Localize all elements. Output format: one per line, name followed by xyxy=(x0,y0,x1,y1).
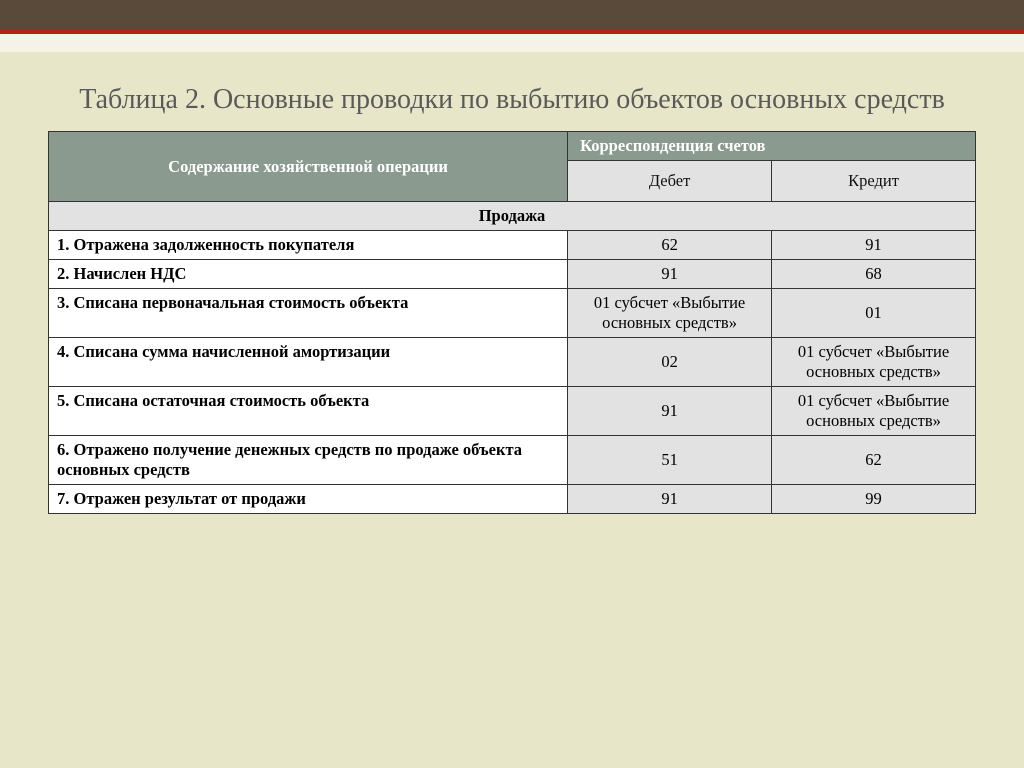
entries-table: Содержание хозяйственной операции Коррес… xyxy=(48,131,976,514)
credit-cell: 01 xyxy=(772,289,976,338)
credit-cell: 01 субсчет «Выбытие основных средств» xyxy=(772,387,976,436)
section-label: Продажа xyxy=(49,202,976,231)
credit-cell: 99 xyxy=(772,485,976,514)
debit-cell: 51 xyxy=(568,436,772,485)
credit-cell: 68 xyxy=(772,260,976,289)
col-header-operation: Содержание хозяйственной операции xyxy=(49,132,568,202)
op-cell: 1. Отражена задолженность покупателя xyxy=(49,231,568,260)
debit-cell: 62 xyxy=(568,231,772,260)
table-row: 4. Списана сумма начисленной амортизации… xyxy=(49,338,976,387)
section-row: Продажа xyxy=(49,202,976,231)
debit-cell: 91 xyxy=(568,260,772,289)
debit-cell: 02 xyxy=(568,338,772,387)
op-cell: 6. Отражено получение денежных средств п… xyxy=(49,436,568,485)
col-header-debit: Дебет xyxy=(568,161,772,202)
op-cell: 5. Списана остаточная стоимость объекта xyxy=(49,387,568,436)
table-row: 2. Начислен НДС 91 68 xyxy=(49,260,976,289)
table-row: 6. Отражено получение денежных средств п… xyxy=(49,436,976,485)
debit-cell: 91 xyxy=(568,485,772,514)
slide-content: Таблица 2. Основные проводки по выбытию … xyxy=(0,52,1024,514)
page-title: Таблица 2. Основные проводки по выбытию … xyxy=(48,82,976,117)
table-row: 5. Списана остаточная стоимость объекта … xyxy=(49,387,976,436)
credit-cell: 62 xyxy=(772,436,976,485)
credit-cell: 01 субсчет «Выбытие основных средств» xyxy=(772,338,976,387)
col-header-credit: Кредит xyxy=(772,161,976,202)
top-bar xyxy=(0,0,1024,30)
table-row: 1. Отражена задолженность покупателя 62 … xyxy=(49,231,976,260)
debit-cell: 01 субсчет «Выбытие основных средств» xyxy=(568,289,772,338)
op-cell: 7. Отражен результат от продажи xyxy=(49,485,568,514)
op-cell: 3. Списана первоначальная стоимость объе… xyxy=(49,289,568,338)
col-header-correspondence: Корреспонденция счетов xyxy=(568,132,976,161)
op-cell: 4. Списана сумма начисленной амортизации xyxy=(49,338,568,387)
debit-cell: 91 xyxy=(568,387,772,436)
op-cell: 2. Начислен НДС xyxy=(49,260,568,289)
table-row: 3. Списана первоначальная стоимость объе… xyxy=(49,289,976,338)
light-strip xyxy=(0,34,1024,52)
table-row: 7. Отражен результат от продажи 91 99 xyxy=(49,485,976,514)
credit-cell: 91 xyxy=(772,231,976,260)
